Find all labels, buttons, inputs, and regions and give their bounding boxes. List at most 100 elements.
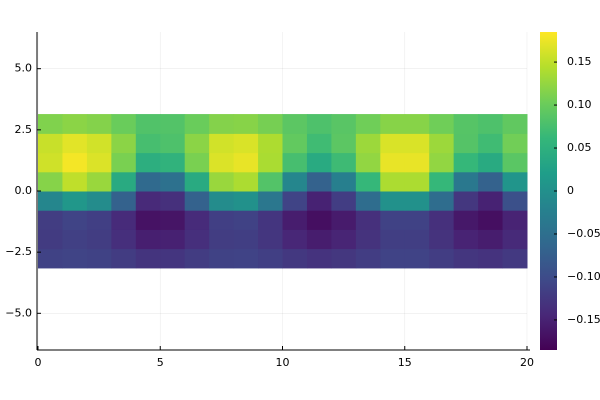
- heatmap-cell: [111, 248, 137, 269]
- x-tick-label: 20: [520, 356, 534, 369]
- y-tick-label: 5.0: [15, 62, 33, 75]
- heatmap-cell: [86, 133, 112, 154]
- heatmap-cell: [184, 114, 210, 134]
- heatmap-cell: [160, 133, 186, 154]
- heatmap-cell: [429, 210, 455, 230]
- heatmap-cell: [478, 229, 504, 250]
- heatmap-cell: [86, 248, 112, 269]
- heatmap-cell: [86, 171, 112, 192]
- heatmap-cell: [184, 133, 210, 154]
- heatmap-cell: [453, 248, 479, 269]
- colorbar-tick-label: 0.15: [567, 55, 592, 68]
- heatmap-cell: [209, 229, 235, 250]
- heatmap-cell: [429, 191, 455, 211]
- heatmap-cell: [282, 210, 308, 230]
- heatmap-cell: [62, 210, 88, 230]
- heatmap-cell: [502, 229, 528, 250]
- heatmap-cell: [306, 133, 332, 154]
- heatmap-cell: [355, 248, 381, 269]
- heatmap-cell: [38, 152, 63, 173]
- heatmap-cell: [258, 229, 283, 250]
- y-tick-label: −2.5: [5, 245, 32, 258]
- heatmap-cell: [429, 152, 455, 173]
- heatmap-cell: [233, 152, 259, 173]
- heatmap-cell: [404, 210, 430, 230]
- heatmap-cell: [86, 191, 112, 211]
- heatmap-cell: [282, 248, 308, 269]
- heatmap-cell: [135, 229, 161, 250]
- x-tick-label: 10: [276, 356, 290, 369]
- heatmap-cell: [160, 191, 186, 211]
- heatmap-cell: [38, 191, 63, 211]
- heatmap-cell: [282, 133, 308, 154]
- heatmap-cell: [184, 152, 210, 173]
- heatmap-cell: [404, 229, 430, 250]
- heatmap-cell: [62, 248, 88, 269]
- heatmap-cell: [380, 133, 406, 154]
- heatmap-cell: [331, 133, 357, 154]
- heatmap-cell: [306, 191, 332, 211]
- heatmap-cell: [184, 171, 210, 192]
- heatmap-cell: [38, 248, 63, 269]
- heatmap-cell: [380, 229, 406, 250]
- heatmap-cell: [331, 210, 357, 230]
- heatmap-cell: [209, 114, 235, 134]
- heatmap-cell: [355, 210, 381, 230]
- y-tick-label: −5.0: [5, 306, 32, 319]
- heatmap-cell: [233, 210, 259, 230]
- heatmap-cell: [160, 248, 186, 269]
- heatmap-cell: [453, 229, 479, 250]
- heatmap-cell: [86, 114, 112, 134]
- heatmap-cell: [233, 248, 259, 269]
- heatmap-cell: [62, 114, 88, 134]
- heatmap-cell: [306, 210, 332, 230]
- heatmap-cell: [404, 171, 430, 192]
- heatmap-cell: [38, 210, 63, 230]
- heatmap-cell: [453, 152, 479, 173]
- heatmap-cell: [355, 114, 381, 134]
- heatmap-cell: [209, 210, 235, 230]
- heatmap-cell: [38, 171, 63, 192]
- heatmap-cell: [478, 191, 504, 211]
- heatmap-cell: [38, 133, 63, 154]
- heatmap-cell: [86, 229, 112, 250]
- heatmap-cell: [233, 133, 259, 154]
- heatmap-cell: [306, 152, 332, 173]
- heatmap-cell: [111, 171, 137, 192]
- heatmap-cell: [355, 171, 381, 192]
- heatmap-cell: [478, 171, 504, 192]
- heatmap-cell: [478, 152, 504, 173]
- heatmap-cell: [453, 171, 479, 192]
- heatmap-cell: [502, 171, 528, 192]
- heatmap-cell: [209, 171, 235, 192]
- heatmap-cell: [111, 210, 137, 230]
- heatmap-cell: [258, 191, 283, 211]
- heatmap-cell: [258, 152, 283, 173]
- heatmap-cell: [38, 114, 63, 134]
- heatmap-cell: [209, 133, 235, 154]
- x-tick-label: 5: [157, 356, 164, 369]
- heatmap-cell: [233, 171, 259, 192]
- colorbar-tick-label: −0.15: [567, 313, 600, 326]
- heatmap-cell: [135, 248, 161, 269]
- heatmap-cell: [380, 152, 406, 173]
- heatmap-cell: [135, 210, 161, 230]
- heatmap-cell: [38, 229, 63, 250]
- heatmap-cell: [355, 152, 381, 173]
- heatmap-cell: [282, 229, 308, 250]
- heatmap-cell: [282, 191, 308, 211]
- colorbar-tick-label: −0.10: [567, 270, 600, 283]
- heatmap-cell: [135, 133, 161, 154]
- y-tick-label: 2.5: [15, 123, 33, 136]
- heatmap-cell: [429, 171, 455, 192]
- heatmap-cell: [184, 229, 210, 250]
- heatmap-cell: [380, 210, 406, 230]
- heatmap-cell: [380, 171, 406, 192]
- heatmap-cell: [355, 133, 381, 154]
- colorbar-tick-label: 0: [567, 184, 574, 197]
- heatmap-cell: [135, 114, 161, 134]
- heatmap-cell: [135, 171, 161, 192]
- heatmap-cell: [478, 114, 504, 134]
